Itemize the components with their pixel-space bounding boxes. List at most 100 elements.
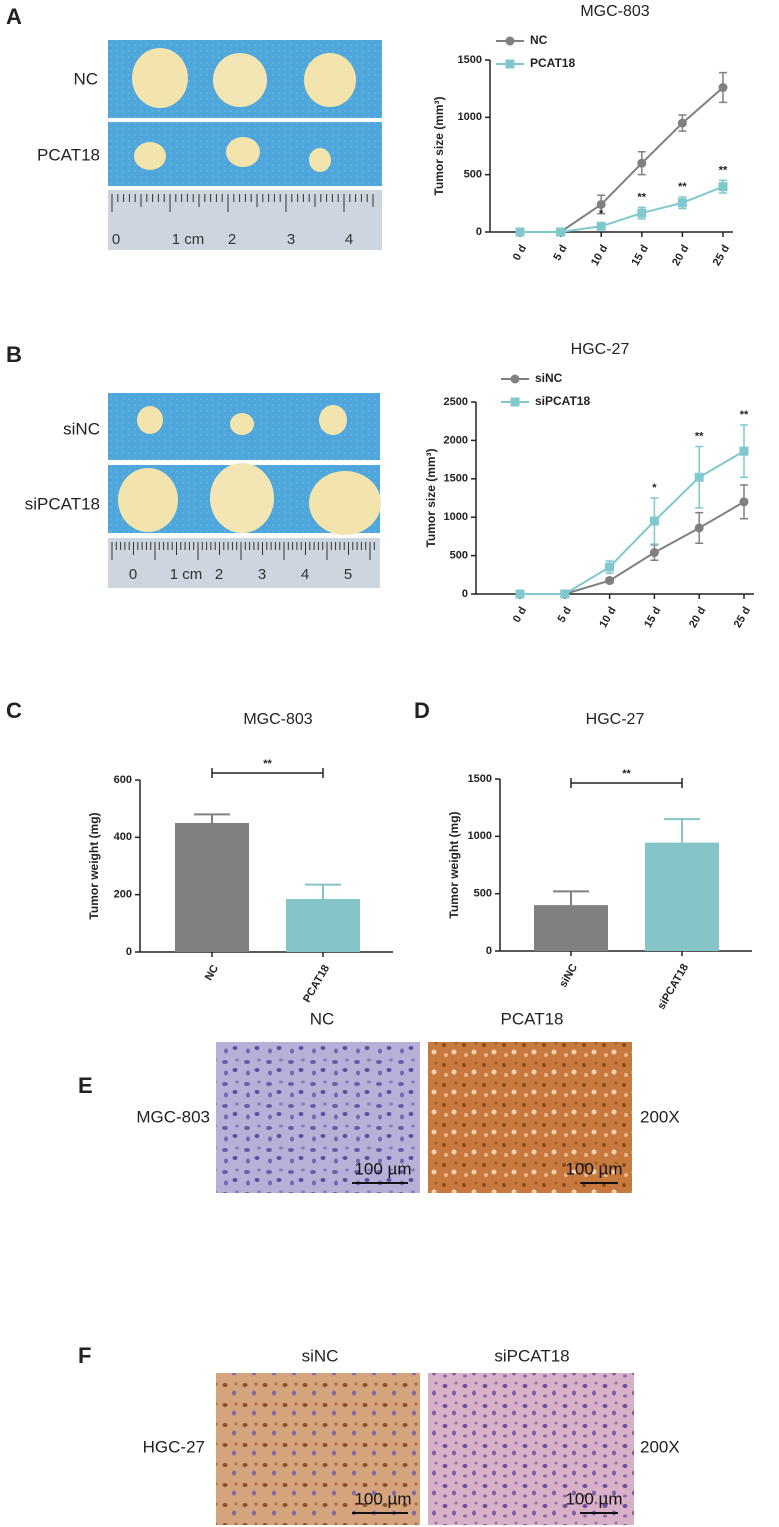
x-tick-label: 10 d xyxy=(597,605,618,630)
legend-marker xyxy=(505,36,515,46)
ruler-label: 3 xyxy=(287,231,295,248)
column-label: siPCAT18 xyxy=(494,1346,569,1365)
panel-letter: B xyxy=(6,342,22,367)
ihc-image xyxy=(216,1373,420,1525)
significance-label: ** xyxy=(719,164,728,176)
data-point xyxy=(694,472,704,482)
significance-label: ** xyxy=(263,758,272,770)
x-tick-label: 15 d xyxy=(642,605,663,630)
series-line xyxy=(520,450,745,595)
row-label: NC xyxy=(73,69,98,88)
scale-bar-label: 100 µm xyxy=(354,1159,411,1178)
y-tick-label: 2500 xyxy=(444,396,468,408)
significance-bracket xyxy=(211,768,324,778)
data-point xyxy=(637,158,647,168)
series-line xyxy=(520,185,724,233)
data-point xyxy=(739,446,749,456)
y-axis-label: Tumor size (mm³) xyxy=(432,96,446,195)
x-tick-label: siPCAT18 xyxy=(655,962,691,1012)
data-point xyxy=(718,182,728,192)
column-label: NC xyxy=(310,1009,335,1028)
ruler-label: 1 cm xyxy=(170,566,203,583)
panel-letter: A xyxy=(6,4,22,29)
chart-title: MGC-803 xyxy=(243,711,312,728)
legend-marker xyxy=(510,397,520,407)
y-tick-label: 1500 xyxy=(444,473,468,485)
panel-letter: C xyxy=(6,698,22,723)
series-line xyxy=(520,86,724,233)
x-tick-label: 25 d xyxy=(732,605,753,630)
significance-label: * xyxy=(599,208,604,220)
legend-label: NC xyxy=(530,33,548,47)
x-tick-label: 5 d xyxy=(556,605,574,625)
magnification: 200X xyxy=(640,1437,680,1456)
data-point xyxy=(596,199,606,209)
y-tick-label: 0 xyxy=(476,226,482,238)
scale-bar-label: 100 µm xyxy=(565,1489,622,1508)
y-axis-label: Tumor weight (mg) xyxy=(87,812,101,919)
data-point xyxy=(637,208,647,218)
significance-label: ** xyxy=(678,181,687,193)
y-tick-label: 500 xyxy=(450,550,468,562)
bar xyxy=(286,898,360,952)
data-point xyxy=(677,198,687,208)
data-point xyxy=(677,118,687,128)
data-point xyxy=(515,589,525,599)
y-tick-label: 0 xyxy=(126,946,132,958)
ruler-label: 1 cm xyxy=(172,231,205,248)
ihc-image xyxy=(216,1042,420,1193)
ruler-label: 0 xyxy=(129,566,137,583)
x-tick-label: 5 d xyxy=(551,243,569,263)
x-tick-label: 10 d xyxy=(589,243,610,268)
column-label: siNC xyxy=(302,1346,339,1365)
data-point xyxy=(718,83,728,93)
ihc-image xyxy=(428,1373,634,1525)
x-tick-label: 0 d xyxy=(511,243,529,263)
row-label: siPCAT18 xyxy=(25,494,100,513)
chart-title: HGC-27 xyxy=(571,341,630,358)
data-point xyxy=(556,227,566,237)
tumor-photo xyxy=(108,393,381,588)
data-point xyxy=(649,516,659,526)
data-point xyxy=(739,497,749,507)
legend-label: siNC xyxy=(535,371,563,385)
y-tick-label: 1500 xyxy=(468,773,492,785)
ruler-label: 2 xyxy=(215,566,223,583)
tumor-photo xyxy=(108,40,382,250)
y-tick-label: 1000 xyxy=(468,830,492,842)
data-point xyxy=(605,576,615,586)
y-tick-label: 1000 xyxy=(444,511,468,523)
y-tick-label: 500 xyxy=(464,169,482,181)
x-tick-label: 0 d xyxy=(511,605,529,625)
y-tick-label: 1000 xyxy=(458,111,482,123)
error-bar xyxy=(194,813,230,823)
ruler-label: 5 xyxy=(344,566,352,583)
error-bar xyxy=(664,818,700,843)
error-bar xyxy=(553,890,589,906)
significance-label: * xyxy=(652,482,657,494)
scale-bar-label: 100 µm xyxy=(354,1489,411,1508)
x-tick-label: 20 d xyxy=(670,243,691,268)
significance-label: ** xyxy=(695,430,704,442)
data-point xyxy=(694,523,704,533)
panel-letter: F xyxy=(78,1343,91,1368)
legend-marker xyxy=(505,59,515,69)
x-tick-label: NC xyxy=(203,963,221,983)
y-tick-label: 600 xyxy=(114,774,132,786)
y-tick-label: 500 xyxy=(474,888,492,900)
y-tick-label: 200 xyxy=(114,889,132,901)
row-label: HGC-27 xyxy=(143,1437,205,1456)
panel-letter: D xyxy=(414,698,430,723)
error-bar xyxy=(305,883,341,899)
data-point xyxy=(605,562,615,572)
x-tick-label: 25 d xyxy=(711,243,732,268)
row-label: PCAT18 xyxy=(37,145,100,164)
x-tick-label: 15 d xyxy=(630,243,651,268)
x-tick-label: siNC xyxy=(557,962,580,990)
series-line xyxy=(520,500,745,595)
ruler-label: 0 xyxy=(112,231,120,248)
data-point xyxy=(515,227,525,237)
panel-letter: E xyxy=(78,1073,93,1098)
bar xyxy=(645,842,719,951)
